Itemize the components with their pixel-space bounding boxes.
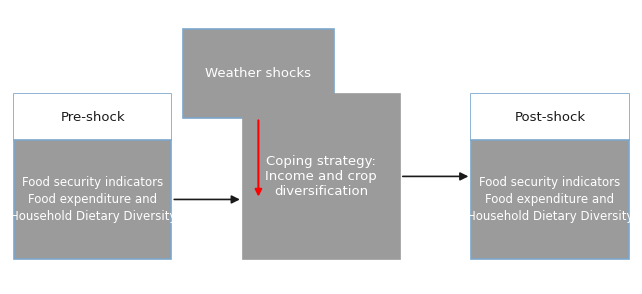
Bar xyxy=(243,94,400,259)
Text: Food security indicators
Food expenditure and
Household Dietary Diversity: Food security indicators Food expenditur… xyxy=(467,176,633,223)
Bar xyxy=(14,94,171,140)
Bar xyxy=(14,94,171,259)
Text: Pre-shock: Pre-shock xyxy=(60,111,125,124)
Text: Coping strategy:
Income and crop
diversification: Coping strategy: Income and crop diversi… xyxy=(265,155,377,198)
Text: Post-shock: Post-shock xyxy=(514,111,586,124)
Text: Weather shocks: Weather shocks xyxy=(205,67,311,80)
Bar xyxy=(471,94,629,259)
Bar xyxy=(183,29,334,118)
Text: Food security indicators
Food expenditure and
Household Dietary Diversity: Food security indicators Food expenditur… xyxy=(10,176,176,223)
Bar xyxy=(471,94,629,140)
